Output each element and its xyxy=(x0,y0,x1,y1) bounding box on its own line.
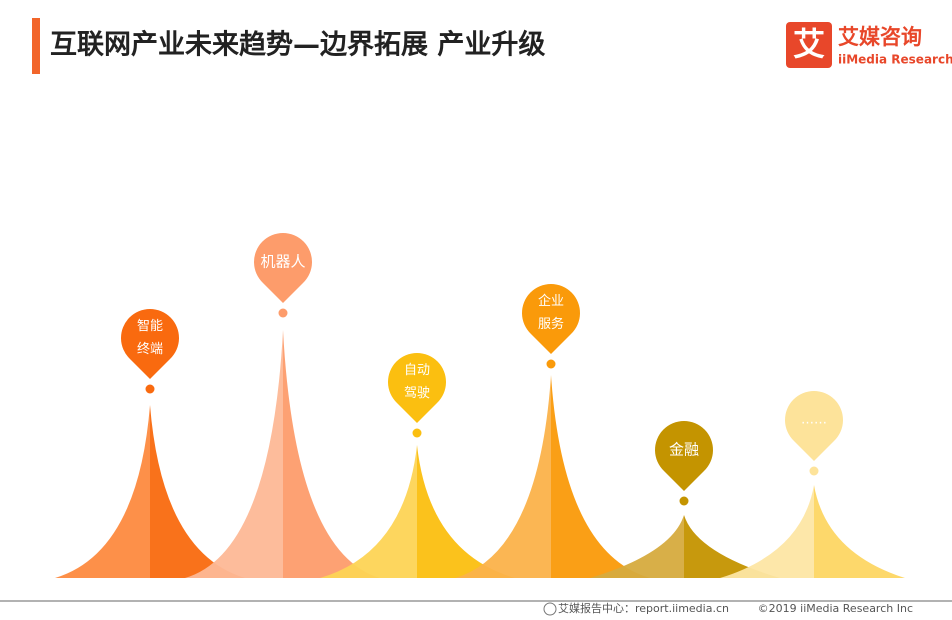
pin-dot xyxy=(278,308,288,318)
node-label: 机器人 xyxy=(260,253,305,271)
peak-left xyxy=(720,485,814,578)
peak-right xyxy=(684,515,780,578)
node-label: 服务 xyxy=(538,316,564,332)
pin-dot xyxy=(412,428,422,438)
peak-right xyxy=(814,485,905,578)
pin xyxy=(655,420,713,491)
peak-left xyxy=(320,445,417,578)
peak-left xyxy=(185,330,283,578)
peak-left xyxy=(590,515,684,578)
pin xyxy=(522,284,580,354)
title: 互联网产业未来趋势—边界拓展 产业升级 xyxy=(50,29,545,61)
pin-dot xyxy=(809,466,819,476)
pin-dot xyxy=(145,384,155,394)
source: 艾媒报告中心：report.iimedia.cn xyxy=(558,601,729,615)
pin xyxy=(254,232,312,303)
pin xyxy=(121,309,179,379)
peak-left xyxy=(455,375,551,578)
node-label: …… xyxy=(801,413,827,428)
logo-box xyxy=(786,22,832,68)
logo-en: iiMedia Research xyxy=(838,53,952,67)
peak-right xyxy=(150,405,245,578)
peak-left xyxy=(55,405,150,578)
peak-right xyxy=(283,330,380,578)
peak-right xyxy=(551,375,650,578)
pin xyxy=(388,353,446,423)
logo-cn: 艾媒咨询 xyxy=(838,25,922,49)
node-label: 金融 xyxy=(669,441,699,459)
logo-mark: 艾 xyxy=(793,25,825,63)
pin-dot xyxy=(679,496,689,506)
pin-dot xyxy=(546,359,556,369)
peak-right xyxy=(417,445,515,578)
node-label: 企业 xyxy=(538,293,564,309)
pin xyxy=(785,391,843,461)
source-icon xyxy=(543,602,557,616)
node-label: 自动 xyxy=(404,363,430,378)
node-label: 智能 xyxy=(137,319,163,334)
copyright: ©2019 iiMedia Research Inc xyxy=(758,602,913,615)
title-bar xyxy=(32,18,40,74)
node-label: 终端 xyxy=(137,341,163,357)
node-label: 驾驶 xyxy=(404,386,430,401)
